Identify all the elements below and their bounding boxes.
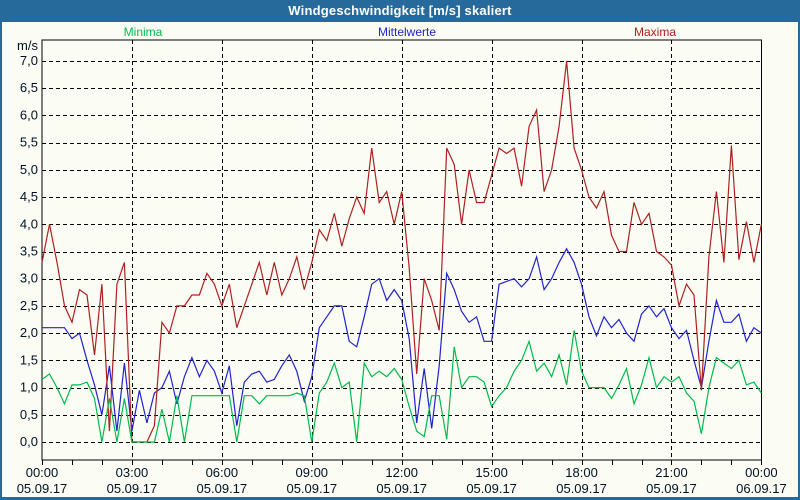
- svg-text:6,0: 6,0: [20, 107, 38, 122]
- legend-item-maxima: Maxima: [633, 25, 677, 39]
- svg-text:2,5: 2,5: [20, 298, 38, 313]
- svg-text:05.09.17: 05.09.17: [197, 481, 248, 496]
- legend-item-minima: Minima: [123, 25, 163, 39]
- svg-text:06.09.17: 06.09.17: [736, 481, 787, 496]
- svg-text:3,0: 3,0: [20, 271, 38, 286]
- svg-text:4,0: 4,0: [20, 216, 38, 231]
- svg-text:1,0: 1,0: [20, 380, 38, 395]
- window-border-right: [798, 22, 800, 500]
- svg-text:7,0: 7,0: [20, 53, 38, 68]
- window-title: Windgeschwindigkeit [m/s] skaliert: [288, 3, 512, 18]
- svg-text:5,5: 5,5: [20, 135, 38, 150]
- svg-text:2,0: 2,0: [20, 325, 38, 340]
- x-gridlines: [132, 40, 672, 460]
- svg-text:0,0: 0,0: [20, 434, 38, 449]
- svg-text:00:00: 00:00: [745, 465, 778, 480]
- svg-text:05.09.17: 05.09.17: [107, 481, 158, 496]
- y-axis-unit-label: m/s: [17, 38, 38, 53]
- svg-text:12:00: 12:00: [385, 465, 418, 480]
- y-axis-labels: 0,0 0,5 1,0 1,5 2,0 2,5 3,0 3,5 4,0 4,5 5,0 5,5 6,0 6…: [20, 53, 38, 449]
- svg-text:09:00: 09:00: [296, 465, 329, 480]
- svg-text:05.09.17: 05.09.17: [466, 481, 517, 496]
- svg-text:05.09.17: 05.09.17: [556, 481, 607, 496]
- svg-text:06:00: 06:00: [206, 465, 239, 480]
- svg-text:05.09.17: 05.09.17: [286, 481, 337, 496]
- x-axis-ticks: [42, 460, 762, 465]
- svg-text:0,5: 0,5: [20, 407, 38, 422]
- x-axis-labels: 00:0005.09.1703:0005.09.1706:0005.09.170…: [17, 465, 787, 496]
- svg-text:05.09.17: 05.09.17: [17, 481, 68, 496]
- series-mittelwerte-line: [42, 247, 762, 432]
- svg-text:21:00: 21:00: [655, 465, 688, 480]
- window-titlebar: Windgeschwindigkeit [m/s] skaliert: [0, 0, 800, 22]
- svg-text:05.09.17: 05.09.17: [646, 481, 697, 496]
- svg-text:6,5: 6,5: [20, 80, 38, 95]
- svg-text:03:00: 03:00: [116, 465, 149, 480]
- window-border-left: [0, 22, 2, 500]
- svg-text:1,5: 1,5: [20, 352, 38, 367]
- window-border-bottom: [0, 497, 800, 500]
- plot-border: [41, 39, 762, 461]
- svg-text:5,0: 5,0: [20, 162, 38, 177]
- svg-text:05.09.17: 05.09.17: [376, 481, 427, 496]
- svg-text:15:00: 15:00: [475, 465, 508, 480]
- legend-item-mittelwerte: Mittelwerte: [377, 25, 437, 39]
- svg-text:00:00: 00:00: [26, 465, 59, 480]
- series-maxima-line: [41, 60, 762, 443]
- series-minima-line: [41, 330, 762, 443]
- svg-text:18:00: 18:00: [565, 465, 598, 480]
- svg-text:3,5: 3,5: [20, 244, 38, 259]
- svg-text:4,5: 4,5: [20, 189, 38, 204]
- y-gridlines: [42, 61, 762, 443]
